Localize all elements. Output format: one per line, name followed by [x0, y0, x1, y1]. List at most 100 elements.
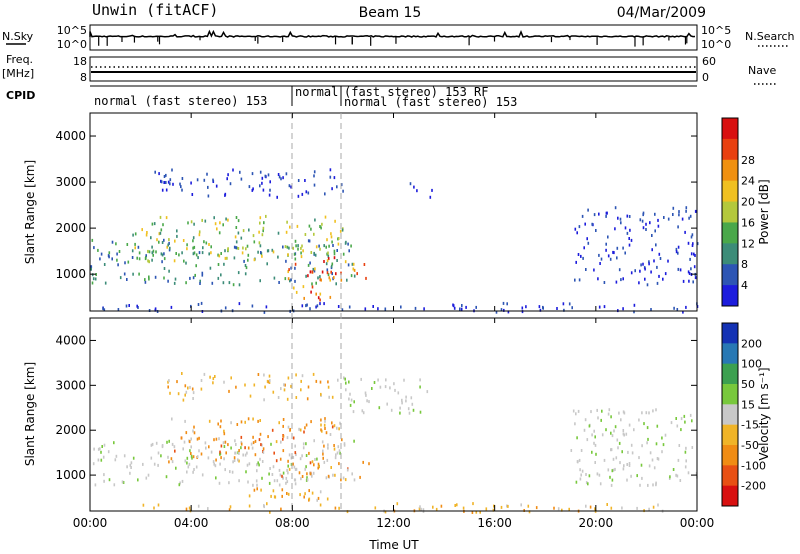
heatmap-cell — [507, 310, 510, 314]
heatmap-cell — [418, 507, 421, 511]
heatmap-cell — [316, 498, 318, 502]
x-tick-label: 04:00 — [174, 516, 209, 530]
heatmap-cell — [258, 463, 260, 467]
colorbar-tick-label: 8 — [741, 258, 748, 271]
heatmap-cell — [352, 262, 355, 266]
heatmap-cell — [262, 450, 265, 454]
heatmap-cell — [285, 230, 288, 234]
heatmap-cell — [378, 406, 381, 410]
heatmap-cell — [101, 445, 103, 448]
heatmap-cell — [171, 168, 173, 172]
heatmap-cell — [617, 446, 619, 450]
heatmap-cell — [217, 253, 219, 257]
heatmap-cell — [225, 217, 227, 221]
heatmap-cell — [196, 455, 199, 459]
heatmap-cell — [288, 184, 291, 188]
heatmap-cell — [405, 399, 407, 403]
heatmap-cell — [326, 497, 329, 501]
y-tick-label: 3000 — [55, 175, 86, 189]
heatmap-cell — [327, 254, 330, 258]
heatmap-cell — [323, 444, 325, 448]
heatmap-cell — [196, 178, 199, 182]
heatmap-cell — [259, 279, 261, 283]
heatmap-cell — [246, 244, 249, 248]
heatmap-cell — [159, 215, 162, 219]
heatmap-cell — [108, 478, 111, 482]
heatmap-cell — [294, 266, 296, 270]
heatmap-cell — [327, 474, 330, 478]
colorbar-swatch — [722, 243, 738, 265]
heatmap-cell — [163, 175, 166, 178]
heatmap-cell — [258, 438, 261, 442]
heatmap-cell — [148, 260, 150, 264]
heatmap-cell — [361, 409, 364, 413]
heatmap-cell — [584, 418, 587, 422]
heatmap-cell — [287, 253, 289, 257]
heatmap-cell — [326, 458, 329, 462]
heatmap-cell — [308, 497, 311, 501]
colorbar-tick-label: -15 — [741, 419, 759, 432]
heatmap-cell — [672, 213, 674, 216]
heatmap-cell — [161, 444, 164, 447]
heatmap-cell — [233, 256, 236, 260]
heatmap-cell — [213, 216, 215, 220]
heatmap-cell — [134, 232, 137, 236]
heatmap-cell — [320, 226, 322, 230]
heatmap-cell — [150, 236, 152, 240]
heatmap-cell — [154, 307, 157, 311]
heatmap-cell — [678, 444, 681, 447]
heatmap-cell — [167, 385, 169, 389]
heatmap-cell — [337, 237, 340, 240]
heatmap-cell — [672, 468, 675, 471]
colorbar-tick-label: 100 — [741, 358, 762, 371]
heatmap-cell — [580, 254, 582, 258]
heatmap-cell — [625, 432, 628, 436]
heatmap-cell — [218, 481, 221, 485]
heatmap-cell — [209, 266, 212, 270]
heatmap-cell — [288, 453, 291, 457]
heatmap-cell — [620, 221, 622, 225]
heatmap-cell — [653, 259, 655, 263]
heatmap-cell — [317, 296, 320, 300]
heatmap-cell — [656, 424, 659, 428]
heatmap-cell — [171, 460, 174, 464]
nave-label: Nave — [748, 64, 776, 77]
heatmap-cell — [338, 462, 340, 466]
heatmap-cell — [556, 307, 558, 310]
heatmap-cell — [310, 290, 312, 294]
heatmap-cell — [218, 254, 221, 258]
heatmap-cell — [346, 468, 349, 472]
heatmap-cell — [657, 457, 660, 461]
heatmap-cell — [216, 227, 218, 231]
heatmap-cell — [313, 439, 315, 443]
cpid-segment-1: normal (fast stereo) 153 — [94, 94, 267, 108]
colorbar-tick-label: 28 — [741, 154, 755, 167]
heatmap-cell — [454, 504, 456, 507]
heatmap-cell — [151, 222, 154, 226]
heatmap-cell — [324, 417, 326, 421]
heatmap-cell — [184, 384, 187, 388]
heatmap-cell — [615, 280, 618, 284]
colorbar-swatch — [722, 323, 738, 344]
heatmap-cell — [150, 443, 153, 447]
heatmap-cell — [266, 262, 268, 266]
y-tick-label: 2000 — [55, 423, 86, 437]
heatmap-cell — [377, 307, 379, 311]
heatmap-cell — [580, 473, 582, 477]
heatmap-cell — [650, 270, 652, 274]
heatmap-cell — [351, 262, 354, 266]
heatmap-cell — [339, 229, 342, 233]
heatmap-cell — [606, 503, 608, 506]
heatmap-cell — [682, 279, 685, 283]
heatmap-cell — [269, 180, 271, 184]
heatmap-cell — [229, 505, 232, 509]
nsearch-tick-lo: 10^0 — [701, 38, 731, 51]
heatmap-cell — [628, 215, 631, 218]
heatmap-cell — [287, 270, 289, 274]
heatmap-cell — [636, 474, 638, 478]
heatmap-cell — [331, 240, 333, 244]
heatmap-cell — [123, 272, 126, 276]
heatmap-cell — [165, 475, 168, 479]
colorbar-swatch — [722, 118, 738, 140]
heatmap-cell — [193, 245, 196, 249]
